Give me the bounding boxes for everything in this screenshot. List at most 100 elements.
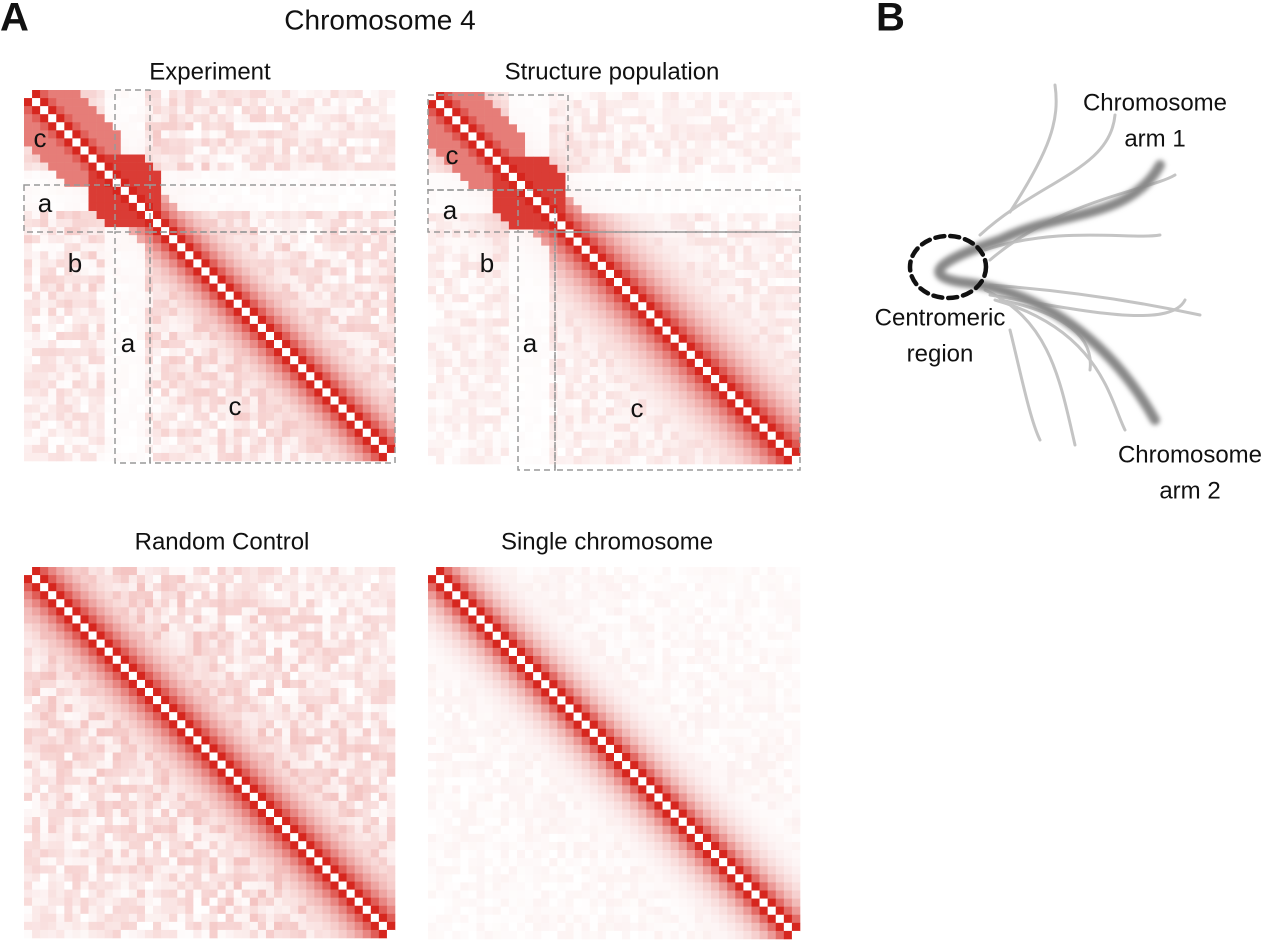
heatmap-cell — [282, 299, 291, 309]
heatmap-cell — [735, 326, 744, 335]
heatmap-cell — [670, 100, 679, 109]
heatmap-cell — [370, 639, 380, 648]
heatmap-cell — [775, 391, 785, 400]
heatmap-cell — [169, 138, 178, 147]
heatmap-cell — [217, 122, 226, 131]
heatmap-cell — [249, 591, 259, 600]
heatmap-cell — [120, 388, 130, 397]
heatmap-cell — [516, 358, 526, 368]
heatmap-cell — [338, 364, 347, 373]
heatmap-cell — [444, 148, 453, 157]
heatmap-cell — [686, 431, 696, 441]
heatmap-cell — [525, 108, 534, 117]
heatmap-cell — [330, 599, 339, 608]
heatmap-cell — [225, 396, 234, 405]
heatmap-cell — [64, 170, 73, 180]
heatmap-cell — [678, 116, 688, 125]
heatmap-cell — [153, 575, 162, 584]
heatmap-cell — [282, 162, 291, 171]
heatmap-cell — [605, 92, 615, 101]
heatmap-cell — [436, 156, 445, 166]
heatmap-cell — [48, 583, 57, 592]
heatmap-cell — [508, 342, 518, 352]
heatmap-cell — [694, 302, 704, 311]
heatmap-cell — [354, 647, 364, 657]
heatmap-cell — [638, 100, 647, 109]
heatmap-cell — [711, 455, 720, 465]
heatmap-cell — [144, 98, 154, 107]
heatmap-cell — [508, 310, 518, 319]
heatmap-cell — [759, 383, 768, 392]
heatmap-cell — [346, 299, 355, 309]
heatmap-cell — [177, 615, 186, 624]
heatmap-cell — [670, 108, 679, 117]
heatmap-cell — [492, 366, 502, 376]
heatmap-cell — [274, 607, 283, 616]
heatmap-cell — [306, 114, 315, 123]
heatmap-cell — [767, 447, 777, 457]
heatmap-cell — [370, 98, 380, 107]
heatmap-cell — [468, 455, 477, 465]
heatmap-cell — [346, 130, 355, 139]
heatmap-cell — [484, 350, 493, 360]
heatmap-cell — [56, 687, 65, 697]
heatmap-cell — [136, 331, 146, 341]
heatmap-cell — [257, 647, 267, 657]
heatmap-cell — [314, 251, 323, 260]
heatmap-cell — [153, 98, 162, 107]
heatmap-cell — [581, 261, 591, 271]
heatmap-cell — [791, 172, 801, 182]
heatmap-cell — [557, 172, 566, 182]
heatmap-cell — [322, 114, 331, 123]
heatmap-cell — [686, 124, 696, 133]
heatmap-cell — [193, 591, 202, 600]
heatmap-cell — [525, 302, 534, 311]
heatmap-cell — [72, 235, 81, 244]
heatmap-cell — [468, 261, 477, 271]
heatmap-cell — [605, 213, 615, 222]
heatmap-cell — [386, 235, 396, 244]
heatmap-cell — [516, 439, 526, 449]
heatmap-cell — [322, 331, 331, 341]
heatmap-cell — [516, 140, 526, 149]
heatmap-cell — [751, 229, 760, 238]
heatmap-cell — [64, 567, 73, 576]
heatmap-cell — [233, 130, 243, 139]
heatmap-cell — [597, 447, 607, 457]
heatmap-cell — [201, 615, 210, 624]
heatmap-cell — [541, 383, 550, 392]
heatmap-cell — [678, 383, 688, 392]
heatmap-cell — [274, 583, 283, 592]
heatmap-cell — [136, 348, 146, 357]
heatmap-cell — [654, 366, 663, 376]
heatmap-cell — [144, 162, 154, 171]
heatmap-cell — [209, 444, 218, 454]
heatmap-cell — [314, 380, 323, 389]
heatmap-cell — [96, 219, 105, 228]
heatmap-cell — [751, 237, 760, 246]
heatmap-cell — [460, 116, 469, 125]
heatmap-cell — [444, 140, 453, 149]
heatmap-cell — [549, 318, 558, 327]
heatmap-cell — [589, 164, 599, 174]
heatmap-cell — [767, 92, 777, 101]
heatmap-cell — [274, 210, 283, 220]
heatmap-cell — [759, 245, 768, 255]
heatmap-cell — [314, 671, 323, 681]
heatmap-cell — [428, 269, 437, 279]
heatmap-cell — [646, 342, 655, 352]
heatmap-cell — [233, 331, 243, 341]
heatmap-cell — [354, 170, 364, 180]
heatmap-cell — [378, 162, 388, 171]
heatmap-cell — [241, 219, 251, 228]
heatmap-cell — [225, 388, 234, 397]
heatmap-cell — [48, 356, 57, 365]
heatmap-cell — [112, 243, 122, 252]
heatmap-cell — [274, 599, 283, 608]
heatmap-cell — [104, 259, 114, 268]
heatmap-cell — [265, 307, 275, 317]
heatmap-cell — [452, 439, 461, 449]
heatmap-cell — [654, 342, 663, 352]
heatmap-cell — [791, 294, 801, 303]
heatmap-cell — [298, 114, 307, 123]
